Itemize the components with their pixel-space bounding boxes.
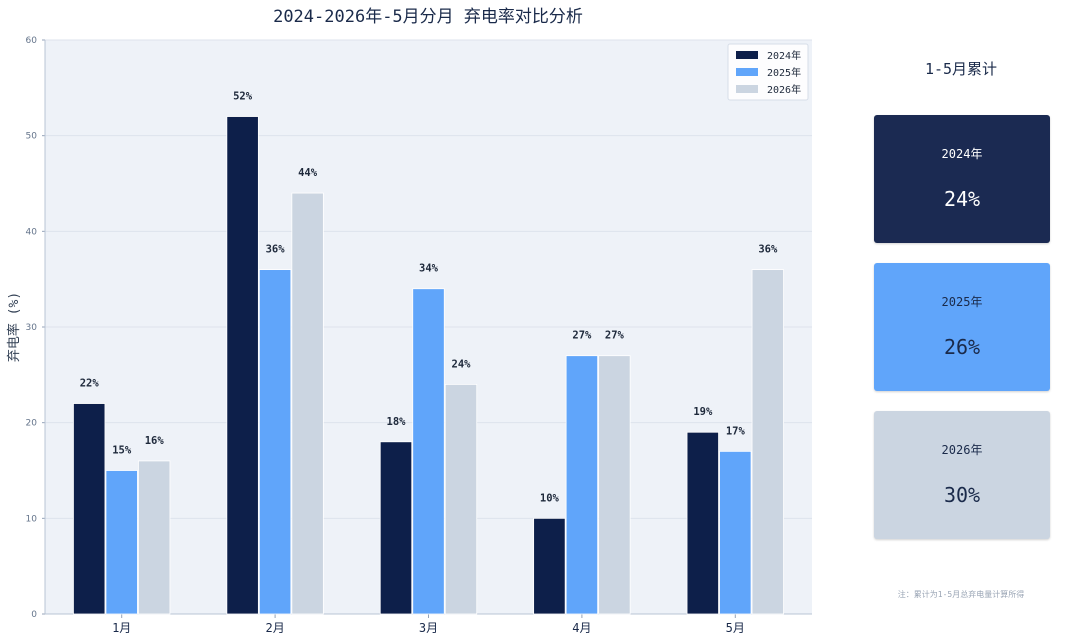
bars: [73, 116, 784, 615]
data-label: 24%: [452, 358, 472, 370]
data-label: 15%: [112, 445, 132, 457]
data-label: 44%: [298, 167, 318, 179]
summary-card-year: 2024年: [941, 147, 983, 161]
x-tick-label: 2月: [265, 621, 284, 635]
legend-label: 2026年: [767, 83, 801, 96]
chart-title: 2024-2026年-5月分月 弃电率对比分析: [273, 7, 583, 27]
data-label: 27%: [572, 330, 592, 342]
summary-panel: 1-5月累计 2024年 24% 2025年 26% 2026年 30% 注：累…: [848, 0, 1080, 642]
summary-title: 1-5月累计: [924, 60, 998, 78]
summary-card-2025: 2025年 26%: [874, 263, 1050, 391]
summary-card-2024: 2024年 24%: [874, 115, 1050, 243]
summary-card-year: 2026年: [941, 443, 983, 457]
y-tick-label: 50: [26, 132, 38, 142]
data-label: 10%: [540, 492, 560, 504]
summary-note: 注：累计为1-5月总弃电量计算所得: [897, 590, 1025, 599]
bar-2025年-4月: [565, 355, 599, 615]
bar-2025年-3月: [412, 288, 445, 615]
y-tick-label: 20: [26, 419, 38, 429]
bar-2025年-2月: [258, 269, 292, 615]
data-label: 19%: [693, 406, 713, 418]
bar-2025年-1月: [105, 470, 138, 615]
y-tick-label: 10: [26, 514, 38, 524]
legend-swatch: [736, 51, 758, 59]
axes: 0 10 20 30 40 50 60 1月 2月 3月 4月 5月: [26, 36, 812, 635]
x-tick-label: 3月: [419, 621, 438, 635]
summary-card-value: 24%: [943, 187, 981, 211]
y-tick-label: 40: [26, 227, 38, 237]
data-label: 17%: [726, 425, 746, 437]
y-tick-label: 60: [26, 36, 38, 46]
data-label: 36%: [266, 244, 286, 256]
legend-swatch: [736, 85, 758, 93]
x-tick-label: 4月: [572, 621, 591, 635]
bar-2026年-3月: [444, 383, 478, 615]
data-label: 18%: [387, 416, 407, 428]
data-label: 34%: [419, 263, 439, 275]
y-tick-label: 0: [31, 610, 37, 620]
bar-2024年-2月: [226, 116, 259, 615]
data-label: 27%: [605, 330, 625, 342]
data-labels: 22% 15% 16% 52% 36% 44% 18% 34% 24% 10% 27% 27% 19% 1…: [80, 91, 778, 505]
bar-2026年-2月: [291, 192, 324, 615]
bar-2024年-4月: [533, 517, 566, 615]
legend-label: 2025年: [767, 66, 801, 79]
x-tick-label: 1月: [112, 621, 131, 635]
summary-card-value: 26%: [943, 335, 981, 359]
bar-2024年-5月: [686, 431, 719, 615]
summary-card-2026: 2026年 30%: [874, 411, 1050, 539]
x-tick-label: 5月: [726, 621, 745, 635]
legend-label: 2024年: [767, 49, 801, 62]
bar-2024年-3月: [379, 441, 413, 615]
bar-2024年-1月: [73, 403, 106, 615]
summary-card-year: 2025年: [941, 295, 983, 309]
bar-2026年-1月: [138, 460, 171, 615]
bar-2026年-5月: [751, 269, 784, 615]
legend-swatch: [736, 68, 758, 76]
data-label: 22%: [80, 378, 100, 390]
data-label: 16%: [145, 435, 165, 447]
y-axis-label: 弃电率 (%): [6, 292, 22, 362]
summary-card-value: 30%: [943, 483, 981, 507]
y-tick-label: 30: [26, 323, 38, 333]
legend: 2024年 2025年 2026年: [727, 43, 809, 101]
bar-chart: 2024-2026年-5月分月 弃电率对比分析 0 10 20 30 40 50 60 1月 2…: [6, 7, 812, 635]
bar-2026年-4月: [598, 355, 631, 615]
bar-2025年-5月: [719, 450, 752, 615]
data-label: 52%: [233, 91, 253, 103]
data-label: 36%: [758, 244, 778, 256]
